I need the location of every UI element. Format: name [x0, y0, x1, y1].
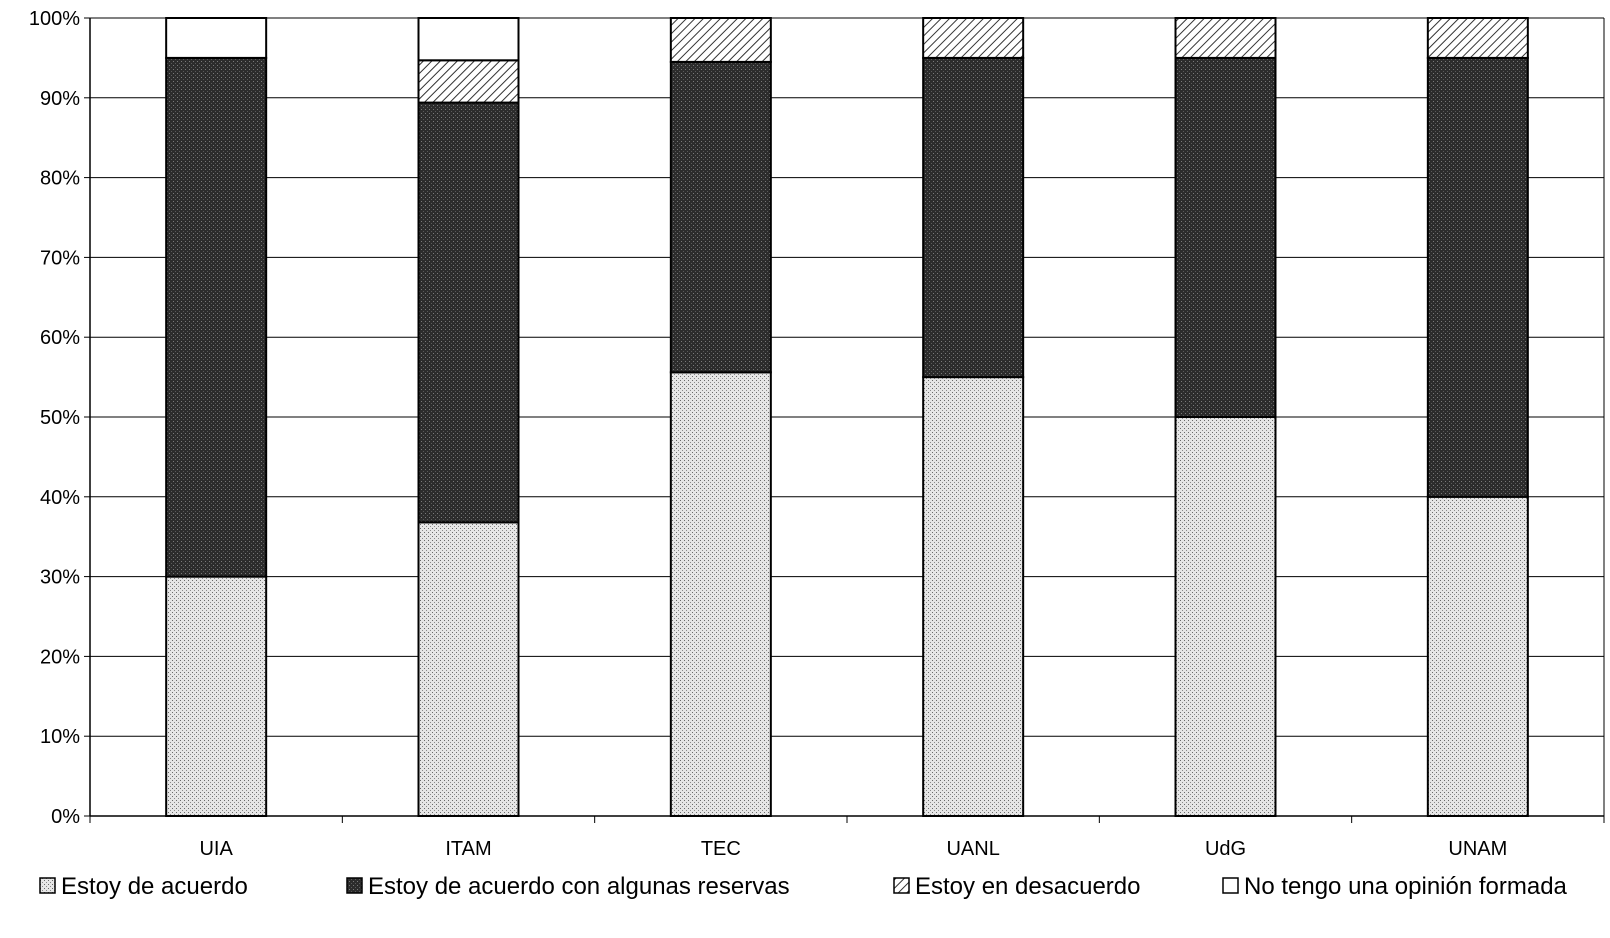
- y-tick-label: 40%: [40, 487, 80, 509]
- y-tick-label: 100%: [29, 8, 80, 30]
- axes: 0% 10% 20% 30% 40% 50% 60% 70% 80% 90% 100% UIA ITAM…: [29, 8, 1605, 860]
- y-tick-label: 0%: [51, 806, 80, 828]
- bar-segment: [1426, 495, 1529, 817]
- legend-label: No tengo una opinión formada: [1244, 873, 1568, 900]
- bar-segment: [922, 17, 1025, 59]
- bar-segment: [922, 56, 1025, 379]
- x-tick-label: UNAM: [1448, 838, 1507, 860]
- legend-swatch: [346, 877, 363, 894]
- bar-segment: [922, 376, 1025, 817]
- legend-swatch: [893, 877, 910, 894]
- x-tick-label: UdG: [1205, 838, 1246, 860]
- bar-segment: [669, 17, 772, 63]
- legend-label: Estoy de acuerdo: [61, 873, 248, 900]
- bar-segment: [669, 60, 772, 374]
- bar-segment: [669, 371, 772, 817]
- legend-item: Estoy de acuerdo: [39, 873, 248, 900]
- bar-segment: [417, 101, 520, 524]
- legend: Estoy de acuerdo Estoy de acuerdo con alg…: [39, 873, 1568, 900]
- bar-segment: [1174, 416, 1277, 817]
- bar-segment: [165, 17, 268, 59]
- bar-segment: [165, 575, 268, 817]
- legend-item: Estoy en desacuerdo: [893, 873, 1140, 900]
- bar-segment: [417, 59, 520, 104]
- gridlines: [90, 17, 1604, 737]
- legend-swatch: [1222, 877, 1239, 894]
- bar-segment: [1426, 56, 1529, 498]
- y-tick-label: 50%: [40, 407, 80, 429]
- legend-label: Estoy en desacuerdo: [915, 873, 1140, 900]
- y-tick-label: 10%: [40, 726, 80, 748]
- legend-label: Estoy de acuerdo con algunas reservas: [368, 873, 790, 900]
- legend-swatch: [39, 877, 56, 894]
- y-tick-label: 20%: [40, 646, 80, 668]
- bars: [165, 17, 1529, 817]
- legend-item: Estoy de acuerdo con algunas reservas: [346, 873, 790, 900]
- bar-segment: [1174, 17, 1277, 59]
- x-tick-label: ITAM: [445, 838, 491, 860]
- y-tick-label: 30%: [40, 567, 80, 589]
- x-tick-label: UIA: [199, 838, 233, 860]
- bar-segment: [165, 56, 268, 578]
- bar-segment: [417, 521, 520, 817]
- bar-segment: [417, 17, 520, 62]
- y-tick-label: 70%: [40, 247, 80, 269]
- x-tick-label: UANL: [946, 838, 999, 860]
- x-tick-label: TEC: [701, 838, 741, 860]
- bar-segment: [1174, 56, 1277, 419]
- y-tick-label: 90%: [40, 88, 80, 110]
- y-tick-label: 80%: [40, 168, 80, 190]
- bar-segment: [1426, 17, 1529, 59]
- legend-item: No tengo una opinión formada: [1222, 873, 1568, 900]
- y-tick-label: 60%: [40, 327, 80, 349]
